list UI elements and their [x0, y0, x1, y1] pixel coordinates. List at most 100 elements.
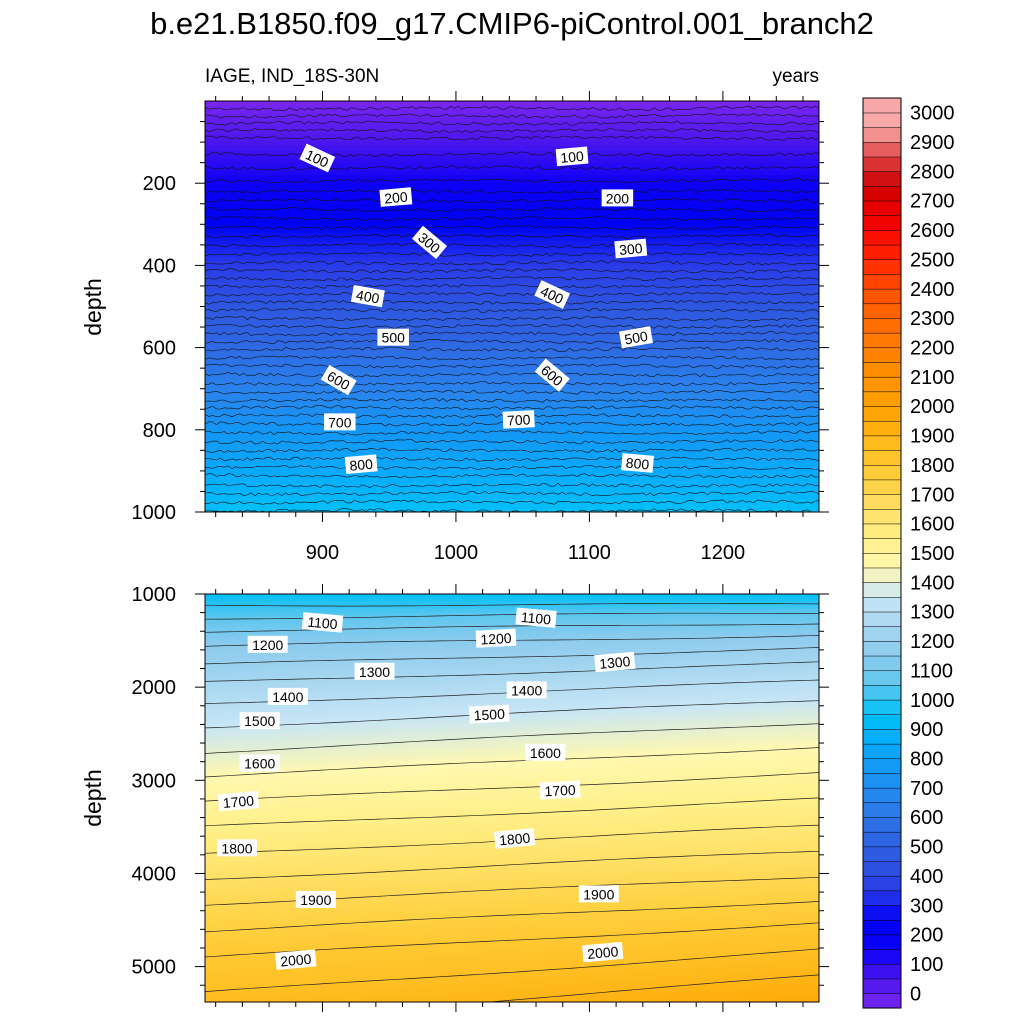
heatmap-cell — [542, 950, 559, 955]
heatmap-cell — [558, 645, 574, 651]
heatmap-cell — [527, 953, 544, 959]
heatmap-band — [205, 433, 819, 439]
heatmap-cell — [726, 946, 743, 951]
heatmap-cell — [696, 942, 713, 947]
heatmap-cell — [205, 712, 221, 717]
contour-line — [205, 276, 819, 282]
heatmap-cell — [389, 849, 406, 855]
heatmap-cell — [220, 634, 237, 640]
heatmap-cell — [512, 675, 528, 680]
heatmap-cell — [588, 723, 605, 729]
heatmap-cell — [558, 657, 574, 662]
heatmap-cell — [773, 631, 789, 636]
heatmap-cell — [481, 731, 498, 736]
heatmap-cell — [573, 768, 590, 773]
heatmap-cell — [481, 857, 498, 862]
heatmap-cell — [404, 742, 421, 747]
heatmap-cell — [266, 864, 283, 870]
heatmap-cell — [696, 972, 713, 977]
heatmap-cell — [742, 686, 759, 691]
heatmap-cell — [619, 616, 636, 621]
heatmap-cell — [573, 901, 590, 907]
heatmap-cell — [343, 742, 359, 747]
heatmap-cell — [496, 827, 513, 832]
heatmap-cell — [773, 738, 789, 743]
heatmap-cell — [297, 601, 313, 606]
heatmap-cell — [788, 675, 805, 680]
heatmap-cell — [726, 623, 743, 628]
heatmap-cell — [665, 701, 682, 706]
heatmap-cell — [634, 657, 651, 662]
heatmap-cell — [742, 957, 759, 962]
heatmap-cell — [696, 938, 713, 944]
heatmap-cell — [266, 675, 283, 680]
heatmap-cell — [251, 990, 267, 996]
heatmap-cell — [665, 620, 682, 625]
heatmap-cell — [726, 953, 743, 959]
heatmap-cell — [634, 686, 651, 691]
contour-label: 1200 — [247, 635, 288, 653]
heatmap-cell — [680, 786, 697, 792]
heatmap-cell — [404, 812, 421, 818]
heatmap-cell — [696, 786, 713, 792]
heatmap-cell — [788, 927, 805, 933]
heatmap-cell — [558, 920, 574, 925]
heatmap-cell — [558, 987, 574, 992]
heatmap-cell — [711, 846, 728, 851]
heatmap-cell — [573, 998, 590, 1002]
colorbar-tick-label: 2800 — [910, 161, 955, 183]
heatmap-cell — [742, 875, 759, 881]
heatmap-cell — [803, 768, 819, 773]
heatmap-cell — [358, 961, 375, 966]
contour-label-text: 500 — [623, 328, 649, 348]
colorbar-band — [862, 376, 902, 393]
heatmap-cell — [634, 887, 651, 892]
colorbar-band — [862, 890, 902, 906]
heatmap-cell — [773, 824, 789, 829]
heatmap-cell — [266, 749, 283, 755]
heatmap-cell — [619, 757, 636, 762]
heatmap-cell — [711, 890, 728, 895]
heatmap-cell — [619, 909, 636, 914]
heatmap-cell — [404, 968, 421, 973]
heatmap-cell — [373, 701, 390, 706]
heatmap-cell — [711, 957, 728, 962]
contour-label-text: 1800 — [498, 830, 531, 849]
heatmap-cell — [481, 757, 498, 762]
heatmap-cell — [542, 861, 559, 866]
colorbar-band — [862, 758, 902, 774]
heatmap-cell — [389, 749, 406, 755]
heatmap-cell — [558, 620, 574, 625]
heatmap-cell — [803, 920, 819, 925]
heatmap-cell — [680, 916, 697, 921]
colorbar-band — [862, 949, 902, 965]
heatmap-cell — [788, 868, 805, 873]
heatmap-band — [205, 179, 819, 184]
heatmap-cell — [435, 671, 452, 677]
heatmap-cell — [773, 942, 789, 947]
heatmap-cell — [527, 675, 544, 680]
heatmap-cell — [297, 675, 313, 680]
heatmap-cell — [742, 961, 759, 966]
heatmap-cell — [281, 979, 298, 984]
heatmap-band — [205, 339, 819, 345]
heatmap-cell — [757, 746, 774, 751]
heatmap-cell — [389, 950, 406, 955]
heatmap-band — [205, 392, 819, 398]
heatmap-cell — [757, 760, 774, 766]
heatmap-cell — [788, 857, 805, 862]
heatmap-cell — [312, 709, 329, 714]
heatmap-cell — [788, 872, 805, 877]
heatmap-cell — [251, 898, 267, 903]
heatmap-cell — [665, 905, 682, 910]
heatmap-cell — [373, 772, 390, 777]
heatmap-cell — [220, 701, 237, 706]
heatmap-cell — [773, 597, 789, 602]
heatmap-cell — [542, 968, 559, 973]
heatmap-cell — [312, 679, 329, 684]
heatmap-cell — [450, 753, 467, 758]
colorbar-tick-label: 300 — [910, 895, 943, 917]
heatmap-cell — [619, 634, 636, 640]
heatmap-cell — [496, 683, 513, 688]
heatmap-cell — [281, 890, 298, 895]
